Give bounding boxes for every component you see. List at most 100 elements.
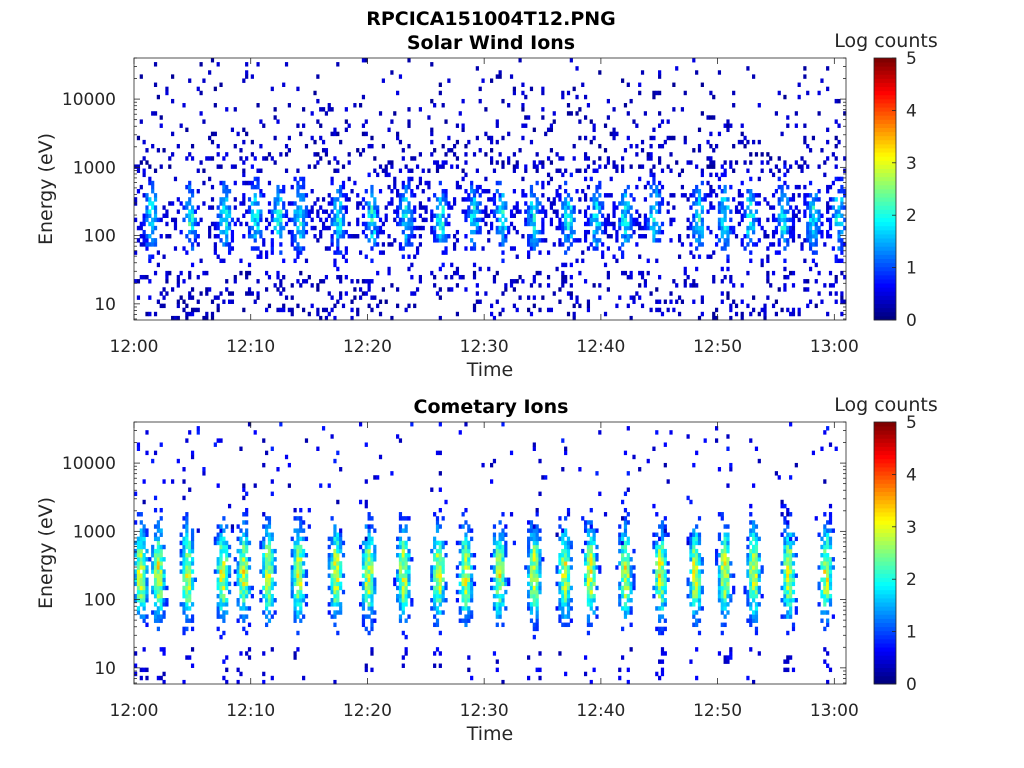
spectrogram-cell — [165, 86, 169, 92]
spectrogram-cell — [219, 197, 223, 202]
spectrogram-cell — [655, 258, 659, 264]
spectrogram-cell — [746, 66, 750, 71]
colorbar-swatch — [874, 74, 896, 79]
spectrogram-cell — [222, 659, 226, 664]
spectrogram-cell — [720, 602, 724, 607]
spectrogram-cell — [270, 569, 274, 574]
spectrogram-cell — [586, 217, 591, 223]
spectrogram-cell — [689, 540, 693, 546]
spectrogram-cell — [732, 143, 736, 149]
spectrogram-cell — [720, 229, 724, 235]
spectrogram-cell — [430, 213, 434, 218]
spectrogram-cell — [139, 553, 143, 558]
spectrogram-cell — [598, 565, 602, 570]
spectrogram-cell — [578, 119, 582, 124]
spectrogram-cell — [253, 234, 257, 239]
spectrogram-cell — [162, 679, 166, 685]
spectrogram-cell — [697, 561, 702, 566]
spectrogram-cell — [333, 221, 337, 227]
spectrogram-cell — [555, 193, 559, 198]
spectrogram-cell — [199, 111, 203, 116]
spectrogram-cell — [444, 193, 448, 198]
spectrogram-cell — [558, 193, 562, 198]
spectrogram-cell — [159, 581, 163, 587]
spectrogram-cell — [558, 606, 562, 611]
spectrogram-cell — [529, 246, 534, 251]
spectrogram-cell — [430, 569, 434, 574]
spectrogram-cell — [179, 295, 183, 300]
spectrogram-cell — [475, 201, 479, 206]
spectrogram-cell — [290, 242, 294, 247]
spectrogram-cell — [145, 209, 149, 214]
colorbar-swatch — [874, 254, 896, 259]
spectrogram-cell — [586, 577, 591, 582]
spectrogram-cell — [279, 250, 283, 255]
spectrogram-cell — [367, 516, 371, 521]
spectrogram-cell — [316, 283, 320, 288]
spectrogram-cell — [398, 242, 403, 247]
spectrogram-cell — [321, 139, 326, 145]
spectrogram-cell — [447, 205, 451, 210]
spectrogram-cell — [623, 544, 628, 550]
spectrogram-cell — [156, 585, 160, 591]
spectrogram-cell — [789, 205, 793, 210]
spectrogram-cell — [495, 139, 499, 145]
spectrogram-cell — [495, 573, 499, 578]
spectrogram-cell — [561, 270, 565, 276]
spectrogram-cell — [142, 647, 146, 652]
spectrogram-cell — [136, 557, 141, 562]
spectrogram-cell — [612, 213, 616, 218]
spectrogram-cell — [507, 577, 511, 582]
spectrogram-cell — [213, 225, 217, 231]
spectrogram-cell — [723, 189, 727, 194]
spectrogram-cell — [336, 630, 340, 636]
spectrogram-cell — [153, 581, 158, 587]
spectrogram-cell — [706, 225, 710, 231]
spectrogram-cell — [470, 209, 474, 214]
spectrogram-cell — [840, 258, 844, 264]
spectrogram-cell — [535, 201, 539, 206]
spectrogram-cell — [561, 589, 565, 595]
spectrogram-cell — [746, 168, 750, 173]
spectrogram-cell — [501, 548, 505, 554]
spectrogram-cell — [766, 254, 770, 259]
spectrogram-cell — [621, 156, 625, 161]
spectrogram-cell — [717, 577, 722, 582]
spectrogram-cell — [561, 585, 565, 591]
spectrogram-cell — [219, 602, 223, 607]
spectrogram-cell — [791, 217, 796, 223]
spectrogram-cell — [199, 90, 203, 96]
spectrogram-cell — [398, 516, 403, 521]
spectrogram-cell — [734, 311, 739, 317]
colorbar-swatch — [874, 123, 896, 128]
spectrogram-cell — [239, 540, 243, 546]
spectrogram-cell — [529, 193, 534, 198]
spectrogram-cell — [472, 201, 477, 206]
x-tick-label: 12:50 — [693, 337, 742, 357]
spectrogram-cell — [364, 593, 368, 599]
spectrogram-cell — [626, 512, 630, 517]
spectrogram-cell — [256, 180, 260, 186]
spectrogram-cell — [270, 598, 274, 603]
spectrogram-cell — [586, 553, 591, 558]
spectrogram-cell — [219, 438, 223, 443]
spectrogram-cell — [210, 205, 215, 210]
spectrogram-cell — [179, 569, 183, 574]
colorbar-swatch — [874, 201, 896, 206]
spectrogram-cell — [655, 193, 659, 198]
spectrogram-cell — [299, 283, 303, 288]
spectrogram-cell — [447, 287, 451, 292]
spectrogram-cell — [401, 254, 405, 259]
spectrogram-cell — [190, 626, 195, 632]
spectrogram-cell — [601, 250, 605, 255]
spectrogram-cell — [407, 573, 411, 578]
spectrogram-cell — [284, 143, 289, 149]
spectrogram-cell — [367, 536, 371, 542]
spectrogram-cell — [185, 184, 189, 190]
spectrogram-cell — [316, 209, 320, 214]
spectrogram-cell — [373, 238, 377, 243]
spectrogram-cell — [609, 234, 613, 239]
spectrogram-cell — [552, 197, 556, 202]
spectrogram-cell — [749, 585, 753, 591]
spectrogram-cell — [487, 213, 491, 218]
